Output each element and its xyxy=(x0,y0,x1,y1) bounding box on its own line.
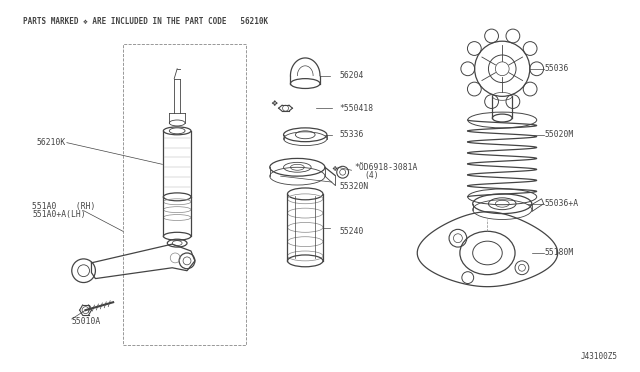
Text: ❖: ❖ xyxy=(270,99,278,108)
Text: 55036+A: 55036+A xyxy=(545,199,579,208)
Text: 55240: 55240 xyxy=(340,227,364,236)
Text: 56210K: 56210K xyxy=(36,138,66,147)
Text: J43100Z5: J43100Z5 xyxy=(580,352,618,361)
Text: 551A0+A(LH): 551A0+A(LH) xyxy=(33,210,86,219)
Text: 55020M: 55020M xyxy=(545,130,574,139)
Text: 55320N: 55320N xyxy=(340,183,369,192)
Bar xyxy=(123,44,246,344)
Text: PARTS MARKED ❖ ARE INCLUDED IN THE PART CODE   56210K: PARTS MARKED ❖ ARE INCLUDED IN THE PART … xyxy=(22,17,268,26)
Text: 55036: 55036 xyxy=(545,64,569,73)
Text: (4): (4) xyxy=(364,171,379,180)
Text: ❖: ❖ xyxy=(332,166,338,172)
Text: 55336: 55336 xyxy=(340,130,364,139)
Text: *ÖD6918-3081A: *ÖD6918-3081A xyxy=(355,163,418,172)
Text: 55010A: 55010A xyxy=(72,317,101,327)
Text: 551A0    (RH): 551A0 (RH) xyxy=(33,202,96,211)
Text: 56204: 56204 xyxy=(340,71,364,80)
Text: 55180M: 55180M xyxy=(545,248,574,257)
Text: *550418: *550418 xyxy=(340,104,374,113)
